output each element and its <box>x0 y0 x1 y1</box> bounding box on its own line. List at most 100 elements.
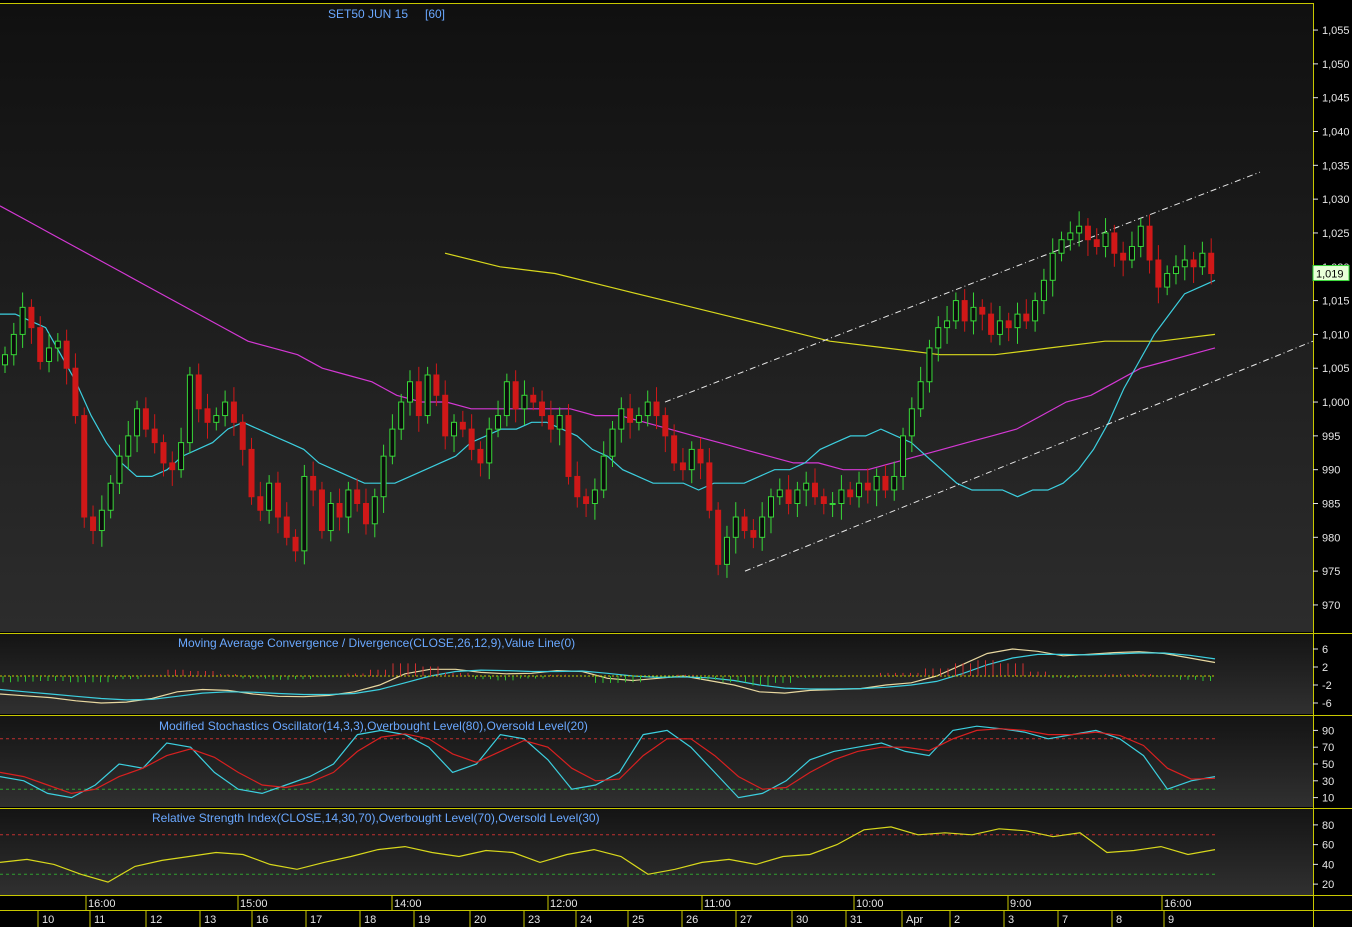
last-price-label: 1,019 <box>1316 269 1344 281</box>
candle-body <box>398 401 405 430</box>
channel-lower-line <box>744 340 1314 572</box>
candle-body <box>829 502 836 505</box>
candle-body <box>908 408 915 437</box>
time-label: 12:00 <box>550 898 578 910</box>
candle-body <box>926 347 933 383</box>
candle-body <box>142 408 149 430</box>
candle-body <box>794 489 801 504</box>
macd-title: Moving Average Convergence / Divergence(… <box>178 636 575 650</box>
candle-body <box>583 496 590 504</box>
rsi-title: Relative Strength Index(CLOSE,14,30,70),… <box>152 811 600 825</box>
indicator-tick-label: 50 <box>1322 759 1334 771</box>
candle-body <box>627 408 634 423</box>
date-label: 20 <box>474 914 486 926</box>
rsi-panel[interactable] <box>0 809 1313 895</box>
candle-body <box>1208 252 1215 275</box>
candle-body <box>257 496 264 511</box>
candle-body <box>1128 245 1135 261</box>
price-tick-label: 1,050 <box>1322 59 1350 71</box>
candle-body <box>169 462 176 471</box>
candle-body <box>706 462 713 511</box>
indicator-tick-label: 70 <box>1322 742 1334 754</box>
candle-body <box>644 401 651 417</box>
candle-body <box>662 415 669 437</box>
candle-body <box>1076 225 1083 234</box>
candle-body <box>1084 225 1091 241</box>
date-label: 16 <box>256 914 268 926</box>
candle-body <box>477 448 484 464</box>
candle-body <box>653 401 660 417</box>
candle-body <box>424 374 431 417</box>
candle-body <box>891 475 898 491</box>
candle-body <box>539 401 546 417</box>
candle-body <box>856 482 863 498</box>
indicator-series-line <box>0 648 1216 704</box>
price-panel[interactable] <box>0 3 1313 632</box>
time-label: 16:00 <box>1164 898 1192 910</box>
candle-body <box>1093 239 1100 247</box>
candle-body <box>371 496 378 525</box>
date-label: 9 <box>1168 914 1174 926</box>
candle-body <box>1172 266 1179 275</box>
candle-body <box>996 320 1003 335</box>
candle-body <box>318 489 325 532</box>
candle-body <box>81 415 88 518</box>
candle-body <box>1181 259 1188 268</box>
candle-body <box>1014 313 1021 329</box>
indicator-tick-label: 60 <box>1322 840 1334 852</box>
price-axis: 970 975 980 985 990 995 1,000 1,005 1,010 1,015 1,… <box>1313 25 1350 612</box>
price-tick-label: 1,005 <box>1322 363 1350 375</box>
trend-channel <box>664 171 1314 572</box>
candle-body <box>547 415 554 430</box>
date-label: 27 <box>740 914 752 926</box>
candle-body <box>503 381 510 417</box>
macd-axis: 6 2 -2 -6 <box>1313 644 1332 710</box>
indicator-tick-label: 10 <box>1322 793 1334 805</box>
candle-body <box>178 442 185 471</box>
candle-body <box>1190 259 1197 268</box>
date-label: 19 <box>418 914 430 926</box>
macd-panel[interactable] <box>0 634 1313 714</box>
price-tick-label: 1,015 <box>1322 296 1350 308</box>
candle-body <box>345 489 352 518</box>
candle-body <box>732 516 739 538</box>
candle-body <box>54 340 61 349</box>
time-label: 14:00 <box>394 898 422 910</box>
candle-body <box>336 502 343 518</box>
candle-body <box>442 394 449 437</box>
candle-body <box>1155 259 1162 288</box>
candle-body <box>151 428 158 444</box>
candle-body <box>230 401 237 423</box>
indicator-series-line <box>0 725 1216 799</box>
indicator-tick-label: 30 <box>1322 776 1334 788</box>
candle-body <box>935 327 942 349</box>
indicator-tick-label: 20 <box>1322 879 1334 891</box>
date-label: 23 <box>528 914 540 926</box>
candle-body <box>37 327 44 362</box>
panel-borders <box>0 3 1352 927</box>
candle-body <box>72 367 79 417</box>
candle-body <box>468 428 475 450</box>
candle-body <box>98 509 105 532</box>
price-tick-label: 995 <box>1322 431 1340 443</box>
date-label: 7 <box>1062 914 1068 926</box>
price-tick-label: 1,030 <box>1322 194 1350 206</box>
indicator-tick-label: 6 <box>1322 644 1328 656</box>
candle-body <box>565 415 572 477</box>
indicator-series-line <box>0 652 1216 701</box>
candle-body <box>952 300 959 322</box>
candle-body <box>107 482 114 511</box>
candle-body <box>847 489 854 498</box>
moving-averages <box>0 205 1216 498</box>
time-label: 9:00 <box>1010 898 1031 910</box>
candle-body <box>274 482 281 518</box>
date-label: 2 <box>954 914 960 926</box>
candle-body <box>767 496 774 518</box>
date-label: 10 <box>42 914 54 926</box>
price-tick-label: 985 <box>1322 498 1340 510</box>
candle-body <box>19 306 26 335</box>
candle-body <box>556 415 563 430</box>
candle-body <box>1199 252 1206 268</box>
time-axis: 10 11 12 13 16 17 18 19 20 23 24 25 26 27 30 31 Apr 2 3 7 8 9… <box>37 896 1192 927</box>
